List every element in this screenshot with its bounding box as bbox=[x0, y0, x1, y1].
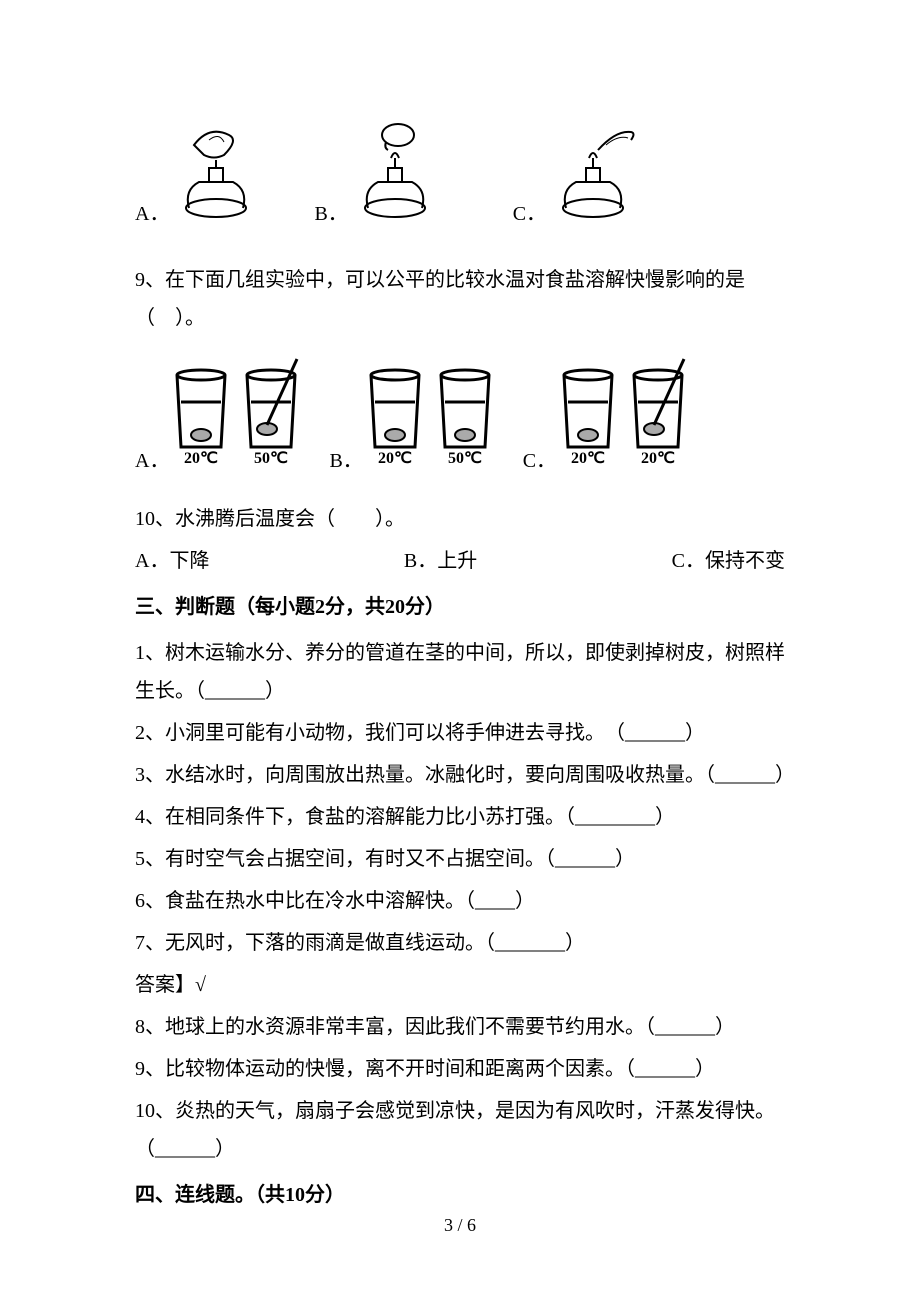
q8-option-b: B． bbox=[314, 120, 442, 233]
q9-option-b: B． 20℃ 50℃ bbox=[329, 357, 502, 480]
q10-text: 10、水沸腾后温度会（ ）。 bbox=[135, 500, 785, 538]
burner-b-icon bbox=[348, 120, 443, 233]
svg-text:20℃: 20℃ bbox=[641, 450, 675, 467]
judge-1: 1、树木运输水分、养分的管道在茎的中间，所以，即使剥掉树皮，树照样生长。（___… bbox=[135, 634, 785, 710]
option-label-a: A． bbox=[135, 195, 169, 233]
q10-a: A．下降 bbox=[135, 542, 209, 580]
q9-text: 9、在下面几组实验中，可以公平的比较水温对食盐溶解快慢影响的是（ ）。 bbox=[135, 261, 785, 337]
q10-b: B．上升 bbox=[404, 542, 477, 580]
svg-text:20℃: 20℃ bbox=[571, 450, 605, 467]
section3-title: 三、判断题（每小题2分，共20分） bbox=[135, 588, 785, 626]
q9-options: A． 20℃ 50℃ bbox=[135, 357, 785, 480]
judge-6: 6、食盐在热水中比在冷水中溶解快。（____） bbox=[135, 882, 785, 920]
svg-text:20℃: 20℃ bbox=[378, 450, 412, 467]
burner-c-icon bbox=[546, 120, 641, 233]
judge-5: 5、有时空气会占据空间，有时又不占据空间。（______） bbox=[135, 840, 785, 878]
judge-10: 10、炎热的天气，扇扇子会感觉到凉快，是因为有风吹时，汗蒸发得快。（______… bbox=[135, 1092, 785, 1168]
burner-a-icon bbox=[169, 120, 264, 233]
q8-option-a: A． bbox=[135, 120, 264, 233]
svg-text:20℃: 20℃ bbox=[184, 450, 218, 467]
judge-8: 8、地球上的水资源非常丰富，因此我们不需要节约用水。（______） bbox=[135, 1008, 785, 1046]
q10-options: A．下降 B．上升 C．保持不变 bbox=[135, 542, 785, 580]
beakers-c-icon: 20℃ 20℃ bbox=[556, 357, 696, 480]
option-label: C． bbox=[523, 442, 556, 480]
answer-line: 答案】√ bbox=[135, 966, 785, 1004]
q8-option-c: C． bbox=[513, 120, 641, 233]
q10-c: C．保持不变 bbox=[672, 542, 785, 580]
svg-text:50℃: 50℃ bbox=[254, 450, 288, 467]
judge-9: 9、比较物体运动的快慢，离不开时间和距离两个因素。（______） bbox=[135, 1050, 785, 1088]
beakers-b-icon: 20℃ 50℃ bbox=[363, 357, 503, 480]
option-label-c: C． bbox=[513, 195, 546, 233]
q8-options: A． B． C． bbox=[135, 120, 785, 233]
svg-text:50℃: 50℃ bbox=[448, 450, 482, 467]
q9-option-a: A． 20℃ 50℃ bbox=[135, 357, 309, 480]
beakers-a-icon: 20℃ 50℃ bbox=[169, 357, 309, 480]
option-label: A． bbox=[135, 442, 169, 480]
judge-3: 3、水结冰时，向周围放出热量。冰融化时，要向周围吸收热量。（______） bbox=[135, 756, 785, 794]
judge-2: 2、小洞里可能有小动物，我们可以将手伸进去寻找。 （______） bbox=[135, 714, 785, 752]
page-number: 3 / 6 bbox=[0, 1208, 920, 1242]
judge-7: 7、无风时，下落的雨滴是做直线运动。（_______） bbox=[135, 924, 785, 962]
q9-option-c: C． 20℃ 20℃ bbox=[523, 357, 696, 480]
option-label-b: B． bbox=[314, 195, 347, 233]
judge-4: 4、在相同条件下，食盐的溶解能力比小苏打强。（________） bbox=[135, 798, 785, 836]
option-label: B． bbox=[329, 442, 362, 480]
